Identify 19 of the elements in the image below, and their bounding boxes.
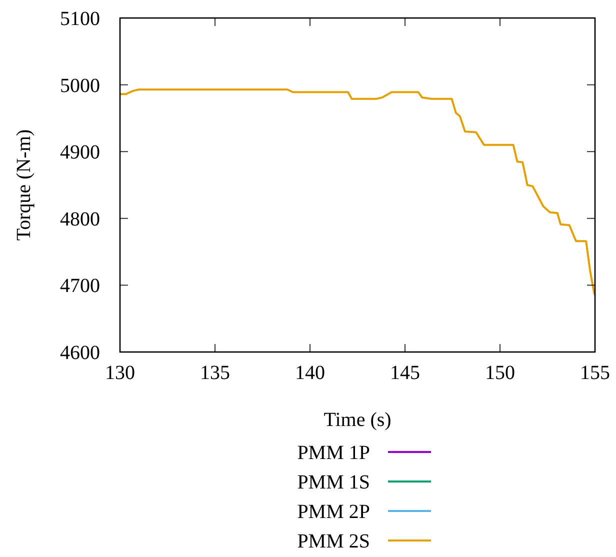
- x-tick-label: 145: [390, 362, 420, 384]
- y-axis-title: Torque (N-m): [13, 129, 35, 241]
- y-tick-label: 4900: [60, 142, 100, 164]
- x-tick-label: 140: [295, 362, 325, 384]
- y-tick-label: 5000: [60, 74, 100, 97]
- x-tick-label: 155: [580, 362, 610, 384]
- line-series: [119, 88, 596, 296]
- x-tick-label: 150: [485, 362, 515, 384]
- y-tick-label: 4700: [60, 275, 100, 298]
- legend-label: PMM 1P: [297, 442, 370, 464]
- x-tick-label: 130: [105, 362, 135, 384]
- y-tick-label: 4600: [60, 342, 100, 364]
- legend-label: PMM 2S: [297, 530, 370, 552]
- x-axis-title: Time (s): [324, 409, 392, 431]
- y-tick-label: 4800: [60, 208, 100, 230]
- y-tick-label: 5100: [60, 8, 100, 30]
- legend-label: PMM 2P: [297, 501, 370, 523]
- legend-label: PMM 1S: [297, 472, 370, 494]
- x-tick-label: 135: [200, 362, 230, 384]
